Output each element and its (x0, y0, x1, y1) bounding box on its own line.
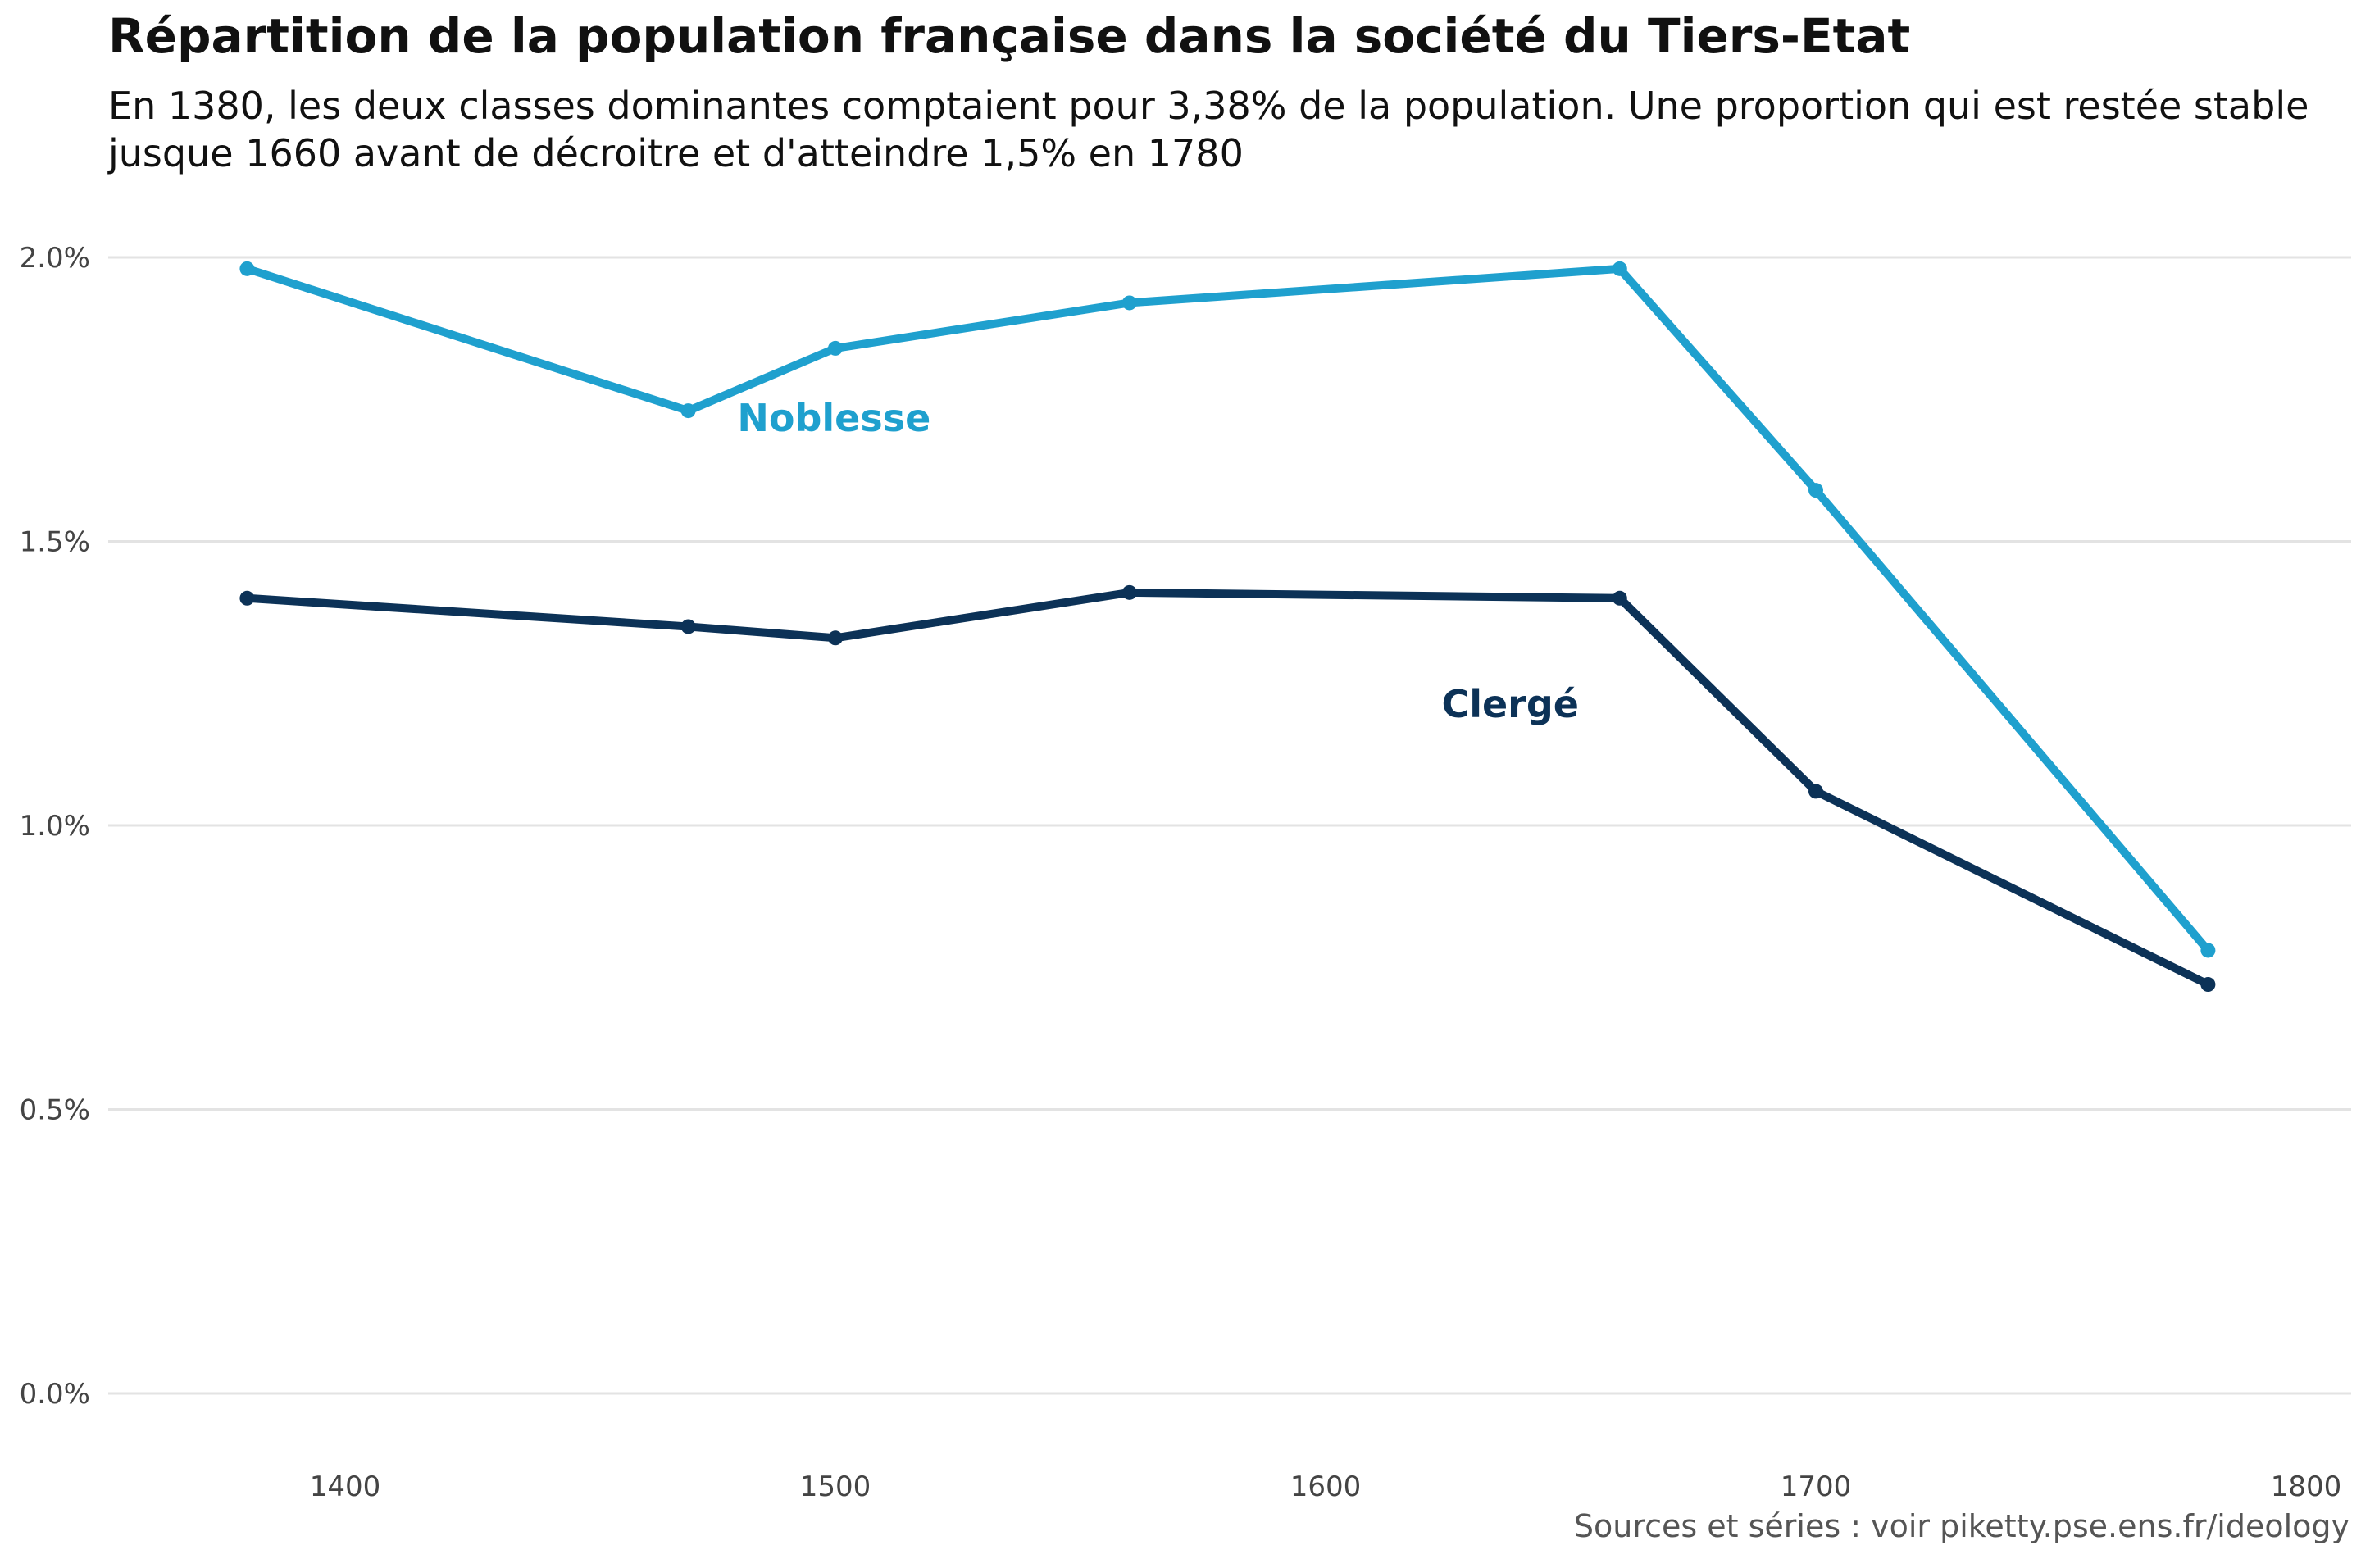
series-line-noblesse (243, 264, 2213, 955)
data-point-noblesse (680, 403, 696, 419)
y-tick-label: 2.0% (20, 242, 90, 275)
data-point-clerge (680, 619, 696, 634)
data-point-clerge (1121, 584, 1137, 600)
y-tick-label: 1.5% (20, 526, 90, 559)
y-tick-label: 0.5% (20, 1094, 90, 1127)
series-line-clerge (243, 588, 2213, 989)
series-label-noblesse: Noblesse (737, 396, 930, 440)
y-tick-label: 0.0% (20, 1378, 90, 1411)
data-point-clerge (239, 590, 255, 606)
series-label-clerge: Clergé (1441, 682, 1579, 726)
chart-title: Répartition de la population française d… (108, 8, 1911, 64)
data-point-noblesse (1808, 483, 1823, 498)
data-point-noblesse (1612, 261, 1627, 276)
y-tick-label: 1.0% (20, 810, 90, 843)
chart-subtitle: En 1380, les deux classes dominantes com… (108, 84, 2309, 175)
data-point-clerge (1808, 784, 1823, 799)
data-point-noblesse (828, 340, 843, 356)
x-tick-label: 1400 (310, 1470, 381, 1503)
data-point-noblesse (1121, 295, 1137, 311)
data-point-noblesse (239, 261, 255, 276)
data-point-clerge (2200, 977, 2216, 993)
x-tick-label: 1800 (2271, 1470, 2342, 1503)
x-tick-label: 1600 (1290, 1470, 1362, 1503)
x-tick-label: 1500 (800, 1470, 871, 1503)
x-tick-label: 1700 (1781, 1470, 1852, 1503)
data-point-clerge (1612, 590, 1627, 606)
data-point-clerge (828, 630, 843, 646)
source-caption: Sources et séries : voir piketty.pse.ens… (1573, 1508, 2350, 1544)
data-point-noblesse (2200, 943, 2216, 958)
